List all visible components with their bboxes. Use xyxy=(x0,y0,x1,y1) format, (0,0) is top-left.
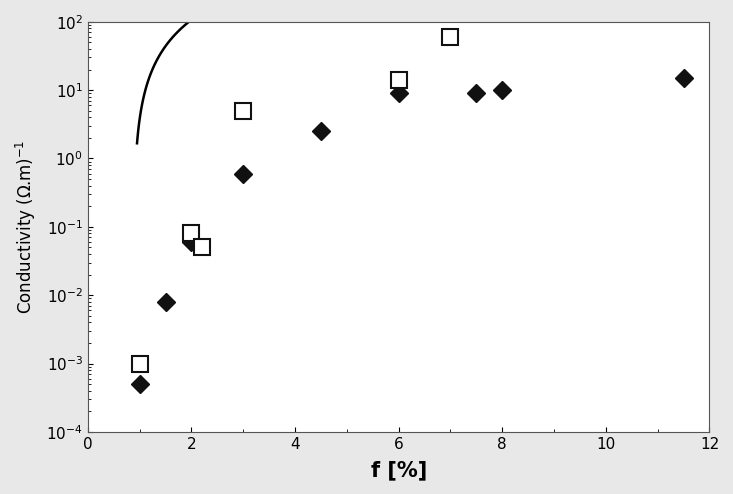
Y-axis label: Conductivity ($\Omega$.m)$^{-1}$: Conductivity ($\Omega$.m)$^{-1}$ xyxy=(14,140,38,314)
X-axis label: f [%]: f [%] xyxy=(370,460,427,480)
